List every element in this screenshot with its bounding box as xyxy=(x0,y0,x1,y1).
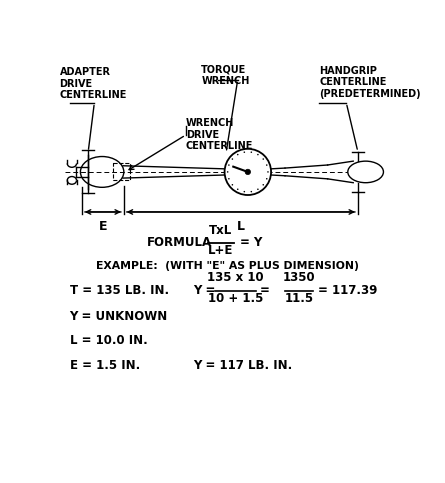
Text: HANDGRIP
CENTERLINE
(PREDETERMINED): HANDGRIP CENTERLINE (PREDETERMINED) xyxy=(319,66,421,99)
Text: = Y: = Y xyxy=(240,236,263,249)
Circle shape xyxy=(228,164,230,166)
Text: WRENCH
DRIVE
CENTERLINE: WRENCH DRIVE CENTERLINE xyxy=(186,118,253,151)
Text: Y = 117 LB. IN.: Y = 117 LB. IN. xyxy=(194,359,293,372)
Circle shape xyxy=(257,188,259,190)
Text: E = 1.5 IN.: E = 1.5 IN. xyxy=(69,359,140,372)
Text: 135 x 10: 135 x 10 xyxy=(207,270,264,284)
Text: L+E: L+E xyxy=(208,244,233,257)
Circle shape xyxy=(257,154,259,156)
Ellipse shape xyxy=(348,161,384,183)
Text: Y =: Y = xyxy=(194,284,216,297)
Circle shape xyxy=(237,188,239,190)
Text: L: L xyxy=(237,220,245,233)
Circle shape xyxy=(228,178,230,180)
Circle shape xyxy=(225,149,271,195)
Text: 11.5: 11.5 xyxy=(284,292,314,305)
Text: E: E xyxy=(99,220,107,233)
Text: L = 10.0 IN.: L = 10.0 IN. xyxy=(69,334,147,347)
Text: 1350: 1350 xyxy=(283,270,316,284)
Circle shape xyxy=(231,158,233,160)
Text: =: = xyxy=(260,284,270,297)
Circle shape xyxy=(266,164,267,166)
Circle shape xyxy=(227,171,228,173)
Circle shape xyxy=(245,169,251,175)
Circle shape xyxy=(243,152,245,153)
Circle shape xyxy=(237,154,239,156)
Text: TORQUE
WRENCH: TORQUE WRENCH xyxy=(201,64,250,85)
Circle shape xyxy=(267,171,269,173)
Circle shape xyxy=(263,184,264,185)
Circle shape xyxy=(231,184,233,185)
Text: = 117.39: = 117.39 xyxy=(318,284,377,297)
Text: ADAPTER
DRIVE
CENTERLINE: ADAPTER DRIVE CENTERLINE xyxy=(60,67,127,100)
Circle shape xyxy=(266,178,267,180)
Text: 10 + 1.5: 10 + 1.5 xyxy=(208,292,263,305)
Text: EXAMPLE:  (WITH "E" AS PLUS DIMENSION): EXAMPLE: (WITH "E" AS PLUS DIMENSION) xyxy=(96,261,359,271)
Text: Y = UNKNOWN: Y = UNKNOWN xyxy=(69,310,168,323)
Text: TxL: TxL xyxy=(209,224,232,237)
Text: FORMULA: FORMULA xyxy=(147,236,212,249)
Circle shape xyxy=(263,158,264,160)
Text: T = 135 LB. IN.: T = 135 LB. IN. xyxy=(69,284,169,297)
Circle shape xyxy=(251,152,252,153)
Circle shape xyxy=(251,191,252,192)
Circle shape xyxy=(243,191,245,192)
